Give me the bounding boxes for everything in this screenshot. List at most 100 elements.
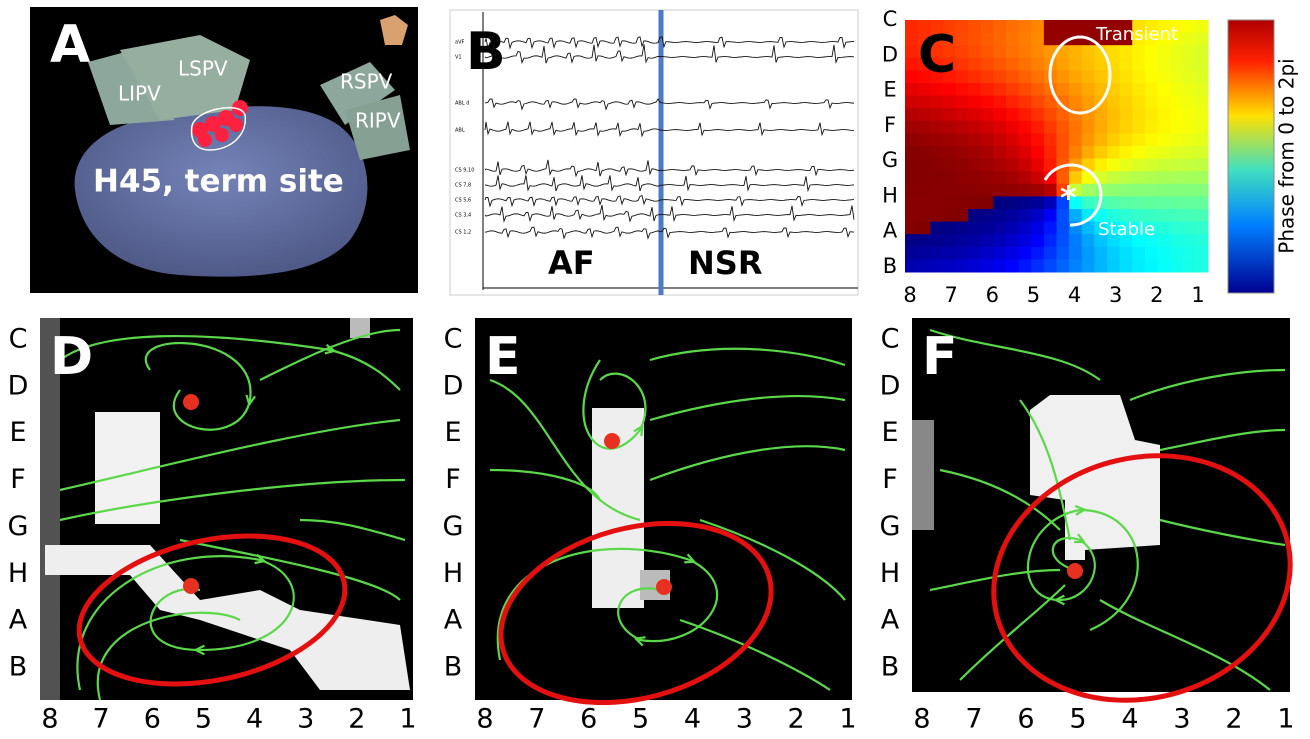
phase-cell: [1145, 108, 1158, 121]
col-label: 7: [965, 704, 982, 735]
phase-cell: [993, 83, 1006, 96]
phase-cell: [1158, 70, 1171, 83]
lead-label: CS 5,6: [455, 198, 471, 204]
site-label: H45, term site: [93, 164, 344, 200]
phase-cell: [993, 58, 1006, 71]
row-label: D: [8, 370, 29, 401]
phase-cell: [1057, 247, 1070, 260]
phase-cell: [1057, 121, 1070, 134]
phase-cell: [1195, 209, 1208, 222]
phase-cell: [968, 96, 981, 109]
phase-cell: [968, 234, 981, 247]
col-label: 1: [1191, 283, 1204, 307]
phase-cell: [1107, 159, 1120, 172]
phase-cell: [1132, 45, 1145, 58]
phase-cell: [1132, 196, 1145, 209]
phase-cell: [1132, 121, 1145, 134]
phase-cell: [943, 234, 956, 247]
phase-cell: [1158, 184, 1171, 197]
phase-cell: [1120, 146, 1133, 159]
phase-cell: [1006, 133, 1019, 146]
phase-cell: [1132, 96, 1145, 109]
phase-cell: [993, 259, 1006, 272]
row-label: E: [881, 417, 898, 448]
phase-cell: [1044, 247, 1057, 260]
phase-cell: [981, 83, 994, 96]
phase-cell: [1031, 222, 1044, 235]
phase-cell: [1082, 45, 1095, 58]
phase-cell: [918, 222, 931, 235]
phase-cell: [1158, 247, 1171, 260]
row-label: C: [444, 324, 463, 355]
phase-cell: [905, 83, 918, 96]
phase-cell: [1069, 58, 1082, 71]
phase-cell: [918, 159, 931, 172]
phase-cell: [968, 121, 981, 134]
phase-cell: [905, 121, 918, 134]
phase-cell: [1170, 184, 1183, 197]
col-label: 5: [1069, 704, 1086, 735]
phase-cell: [993, 133, 1006, 146]
phase-cell: [943, 146, 956, 159]
phase-cell: [1082, 184, 1095, 197]
phase-cell: [943, 121, 956, 134]
phase-cell: [1145, 121, 1158, 134]
phase-cell: [968, 146, 981, 159]
phase-cell: [1183, 209, 1196, 222]
phase-cell: [1120, 70, 1133, 83]
phase-cell: [905, 196, 918, 209]
phase-cell: [1120, 58, 1133, 71]
phase-cell: [1044, 108, 1057, 121]
row-label: G: [443, 511, 464, 542]
phase-cell: [1195, 159, 1208, 172]
phase-cell: [981, 133, 994, 146]
rhythm-label: NSR: [688, 244, 762, 282]
phase-cell: [956, 259, 969, 272]
phase-cell: [1107, 133, 1120, 146]
phase-cell: [1031, 247, 1044, 260]
phase-cell: [1158, 234, 1171, 247]
phase-cell: [1069, 121, 1082, 134]
col-label: 4: [246, 704, 263, 735]
phase-cell: [930, 96, 943, 109]
phase-cell: [943, 247, 956, 260]
col-label: 6: [986, 283, 999, 307]
phase-cell: [1031, 96, 1044, 109]
phase-cell: [918, 133, 931, 146]
phase-cell: [981, 96, 994, 109]
phase-cell: [1132, 171, 1145, 184]
phase-cell: [1019, 247, 1032, 260]
phase-cell: [993, 247, 1006, 260]
phase-cell: [993, 20, 1006, 33]
lead-label: CS 3,4: [455, 213, 471, 219]
phase-cell: [1120, 96, 1133, 109]
phase-cell: [1031, 146, 1044, 159]
phase-cell: [993, 209, 1006, 222]
row-label: D: [882, 42, 898, 66]
row-label: C: [881, 324, 900, 355]
phase-cell: [1057, 133, 1070, 146]
phase-cell: [1044, 133, 1057, 146]
panel-bg: [475, 318, 852, 700]
phase-cell: [993, 184, 1006, 197]
phase-cell: [905, 70, 918, 83]
row-label: A: [9, 605, 28, 636]
phase-cell: [1044, 222, 1057, 235]
row-label: H: [443, 558, 463, 589]
phase-singularity: [1067, 563, 1083, 579]
phase-cell: [1082, 247, 1095, 260]
phase-cell: [1145, 171, 1158, 184]
phase-cell: [1082, 83, 1095, 96]
phase-cell: [1158, 171, 1171, 184]
phase-cell: [905, 133, 918, 146]
phase-cell: [981, 20, 994, 33]
phase-cell: [1158, 146, 1171, 159]
phase-cell: [1019, 70, 1032, 83]
phase-cell: [1183, 146, 1196, 159]
phase-cell: [968, 184, 981, 197]
phase-cell: [1195, 70, 1208, 83]
phase-cell: [1031, 209, 1044, 222]
phase-cell: [1183, 234, 1196, 247]
phase-cell: [1044, 209, 1057, 222]
